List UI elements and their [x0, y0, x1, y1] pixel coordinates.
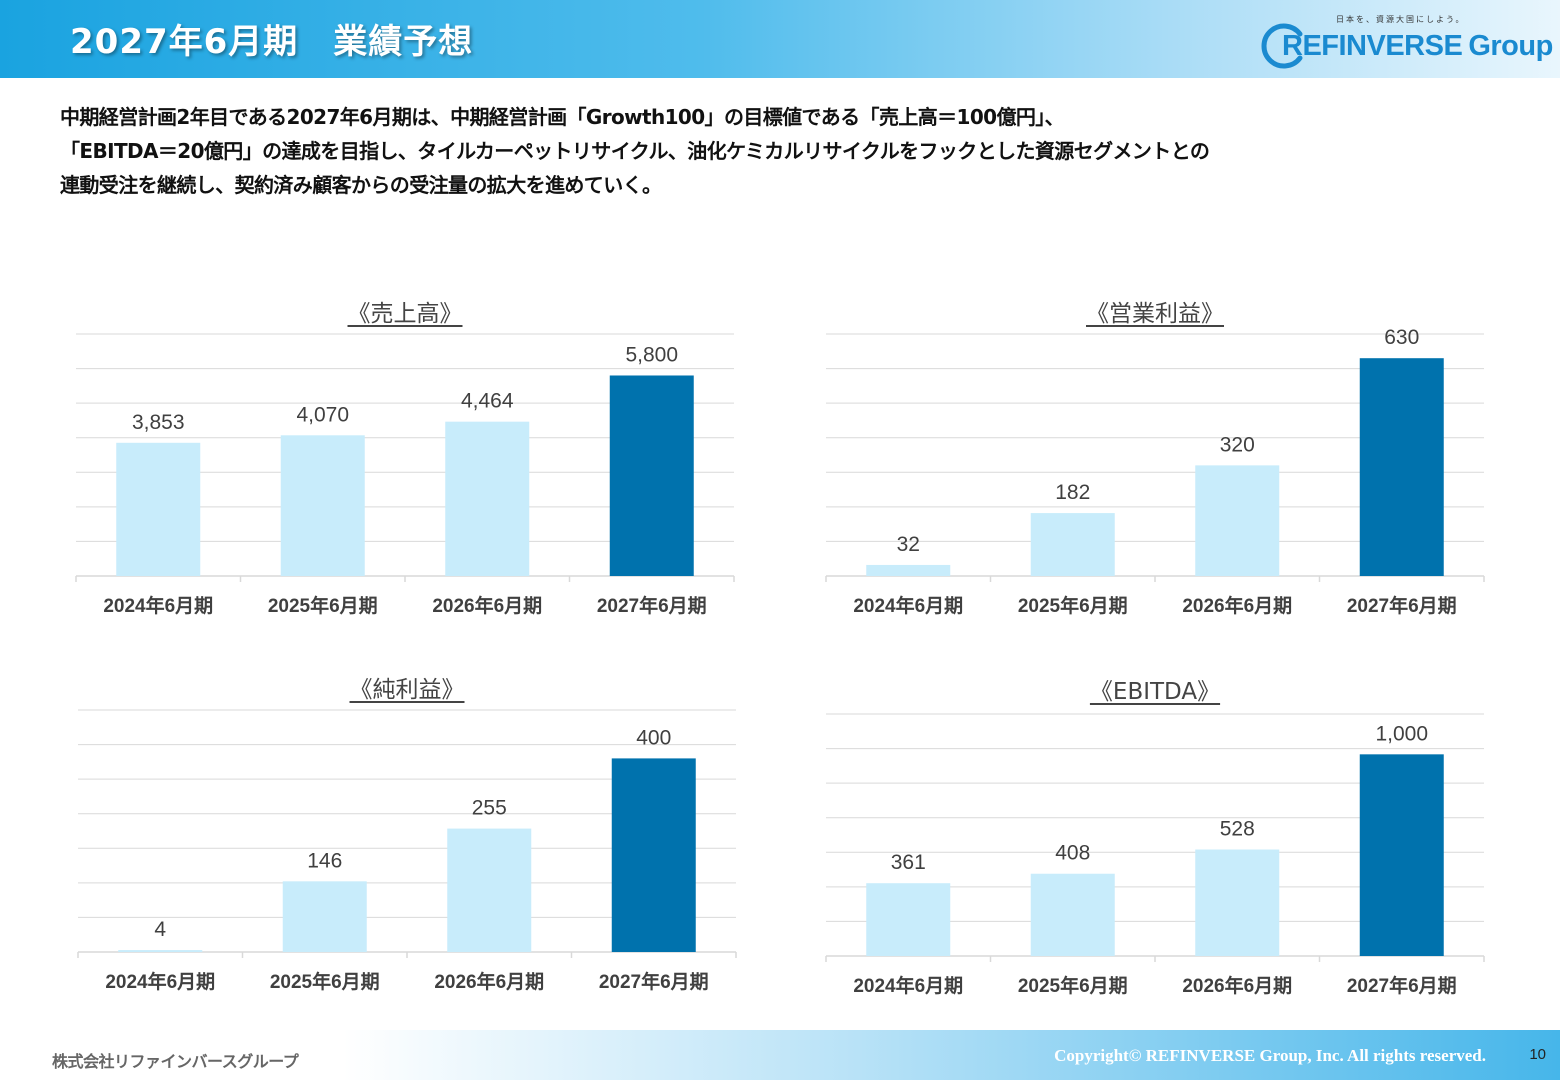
chart-sales: 《売上高》 3,853 2024年6月期 4,070 2025年6月期 4,464 202…: [75, 294, 735, 634]
lead-line-3: 連動受注を継続し、契約済み顧客からの受注量の拡大を進めていく。: [60, 173, 662, 197]
bar: [280, 435, 365, 576]
category-label: 2025年6月期: [268, 594, 378, 617]
data-label: 400: [636, 726, 671, 749]
category-label: 2026年6月期: [1182, 974, 1292, 997]
chart-ebitda: 《EBITDA》 361 2024年6月期 408 2025年6月期 528 2026年6…: [825, 672, 1485, 1012]
category-label: 2027年6月期: [1347, 594, 1457, 617]
logo-wordmark: REFINVERSE Group: [1282, 30, 1553, 63]
bar: [1030, 513, 1115, 576]
chart-net-income: 《純利益》 4 2024年6月期 146 2025年6月期 255 2026年6月期 400…: [77, 670, 737, 1010]
data-label: 255: [472, 797, 507, 820]
footer-bar: 株式会社リファインバースグループ Copyright© REFINVERSE G…: [0, 1030, 1560, 1080]
bar: [282, 881, 367, 952]
category-label: 2027年6月期: [597, 594, 707, 617]
logo-tagline: 日本を、資源大国にしよう。: [1336, 15, 1466, 24]
category-label: 2026年6月期: [432, 594, 542, 617]
category-label: 2024年6月期: [853, 974, 963, 997]
lead-paragraph: 中期経営計画2年目である2027年6月期は、中期経営計画「Growth100」の…: [60, 100, 1520, 202]
bar: [1359, 754, 1444, 956]
data-label: 182: [1055, 481, 1090, 504]
data-label: 32: [897, 533, 920, 556]
bar: [447, 828, 532, 952]
data-label: 5,800: [625, 343, 678, 366]
bar: [445, 421, 530, 576]
data-label: 4,070: [296, 403, 349, 426]
bar: [1195, 849, 1280, 956]
logo-brand: REFINVERSE: [1282, 30, 1463, 62]
data-label: 4,464: [461, 390, 514, 413]
bar: [1030, 873, 1115, 956]
logo-group: Group: [1468, 30, 1553, 62]
page-number: 10: [1529, 1046, 1546, 1063]
category-label: 2025年6月期: [1018, 974, 1128, 997]
category-label: 2025年6月期: [1018, 594, 1128, 617]
chart-title: 《純利益》: [349, 677, 465, 703]
category-label: 2025年6月期: [270, 970, 380, 993]
bar: [609, 375, 694, 576]
bar: [118, 950, 203, 952]
bar: [1359, 358, 1444, 576]
chart-net-income-plot: 4 2024年6月期 146 2025年6月期 255 2026年6月期 400 2027年6…: [77, 709, 737, 993]
company-logo: 日本を、資源大国にしよう。 REFINVERSE Group: [1260, 14, 1553, 74]
category-label: 2026年6月期: [434, 970, 544, 993]
chart-ebitda-plot: 361 2024年6月期 408 2025年6月期 528 2026年6月期 1,000 20…: [825, 713, 1485, 997]
data-label: 1,000: [1375, 722, 1428, 745]
category-label: 2024年6月期: [105, 970, 215, 993]
chart-sales-plot: 3,853 2024年6月期 4,070 2025年6月期 4,464 2026年6月期 5…: [75, 333, 735, 617]
category-label: 2024年6月期: [103, 594, 213, 617]
chart-title: 《EBITDA》: [1089, 679, 1221, 705]
data-label: 320: [1220, 433, 1255, 456]
category-label: 2027年6月期: [1347, 974, 1457, 997]
bar: [866, 564, 951, 576]
chart-title: 《売上高》: [347, 301, 463, 327]
lead-line-2: 「EBITDA＝20億円」の達成を目指し、タイルカーペットリサイクル、油化ケミカ…: [60, 139, 1210, 163]
category-label: 2024年6月期: [853, 594, 963, 617]
data-label: 630: [1384, 326, 1419, 349]
logo-ring-icon: [1261, 23, 1303, 69]
data-label: 146: [307, 849, 342, 872]
chart-operating-profit: 《営業利益》 32 2024年6月期 182 2025年6月期 320 2026年6月期 6…: [825, 294, 1485, 634]
chart-title: 《営業利益》: [1086, 301, 1224, 327]
bar: [116, 442, 201, 576]
data-label: 3,853: [132, 411, 185, 434]
page-title: 2027年6月期 業績予想: [70, 22, 474, 62]
header-banner: 2027年6月期 業績予想 日本を、資源大国にしよう。 REFINVERSE Gr…: [0, 0, 1560, 78]
footer-copyright: Copyright© REFINVERSE Group, Inc. All ri…: [1054, 1046, 1486, 1065]
bar: [866, 883, 951, 956]
data-label: 528: [1220, 818, 1255, 841]
data-label: 361: [891, 851, 926, 874]
category-label: 2026年6月期: [1182, 594, 1292, 617]
chart-operating-profit-plot: 32 2024年6月期 182 2025年6月期 320 2026年6月期 630 2027年…: [825, 326, 1485, 617]
lead-line-1: 中期経営計画2年目である2027年6月期は、中期経営計画「Growth100」の…: [60, 105, 1065, 129]
bar: [611, 758, 696, 952]
data-label: 4: [154, 918, 166, 941]
data-label: 408: [1055, 842, 1090, 865]
bar: [1195, 465, 1280, 576]
footer-company-name: 株式会社リファインバースグループ: [52, 1052, 299, 1071]
category-label: 2027年6月期: [599, 970, 709, 993]
